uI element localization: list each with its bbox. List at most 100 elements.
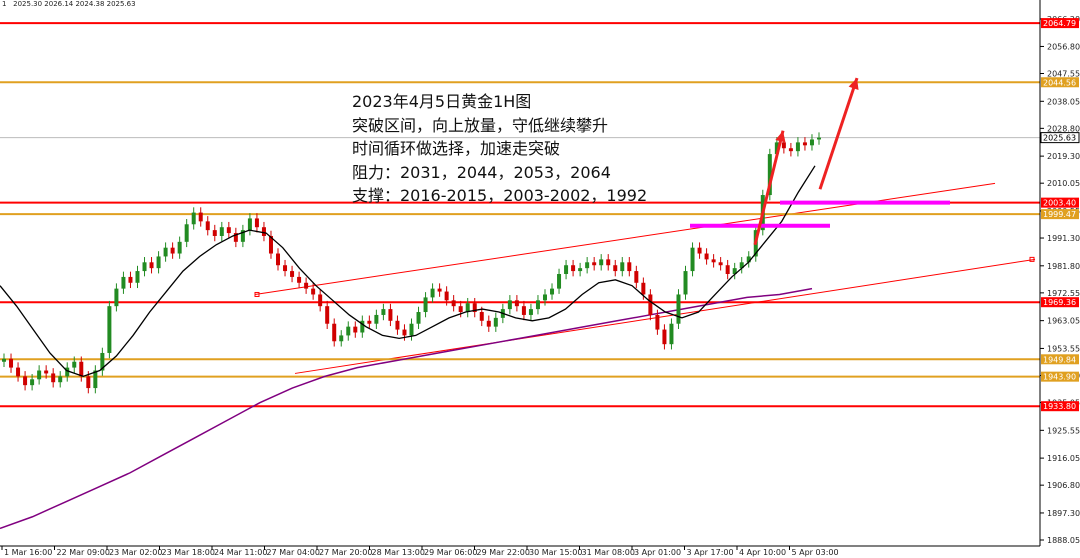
candle-body xyxy=(297,276,302,283)
candle-body xyxy=(107,306,112,353)
annotation-line-support: 支撑：2016-2015，2003-2002，1992 xyxy=(352,186,648,205)
candle-body xyxy=(121,276,126,289)
candle-body xyxy=(233,233,238,242)
level-price-label: 1949.84 xyxy=(1043,355,1076,364)
time-tick-label: 1 Mar 16:00 xyxy=(4,548,52,557)
candle-body xyxy=(37,370,42,380)
candle-body xyxy=(718,262,723,266)
candle-body xyxy=(739,262,744,269)
candle-body xyxy=(662,329,667,345)
level-price-tag xyxy=(1041,77,1079,88)
price-axis: 2066.202056.802047.552038.052028.802019.… xyxy=(1039,0,1080,546)
candle-body xyxy=(44,370,49,374)
candle-body xyxy=(486,320,491,327)
candle-body xyxy=(676,294,681,324)
candle-body xyxy=(472,303,477,313)
candle-body xyxy=(557,274,562,289)
candle-body xyxy=(697,247,702,254)
candle-body xyxy=(30,379,35,386)
candle-body xyxy=(247,218,252,231)
price-tick-label: 2047.55 xyxy=(1047,70,1080,79)
candle-body xyxy=(571,265,576,272)
candle-body xyxy=(79,361,84,377)
candle-body xyxy=(535,300,540,310)
candle-body xyxy=(767,154,772,196)
time-tick-label: 3 Apr 01:00 xyxy=(634,548,681,557)
time-tick-label: 29 Mar 22:00 xyxy=(477,548,530,557)
candle-body xyxy=(65,367,70,377)
candle-body xyxy=(725,265,730,274)
level-price-tag xyxy=(1041,18,1079,29)
time-tick-label: 3 Apr 17:00 xyxy=(687,548,734,557)
candle-body xyxy=(641,282,646,295)
candle-body xyxy=(704,253,709,260)
candle-body xyxy=(149,262,154,269)
candle-body xyxy=(795,142,800,152)
level-price-tag xyxy=(1041,401,1079,412)
candle-body xyxy=(332,323,337,342)
candle-body xyxy=(51,373,56,383)
candle-body xyxy=(205,221,210,231)
price-tick-label: 1925.55 xyxy=(1047,426,1080,435)
time-tick-label: 4 Apr 10:00 xyxy=(739,548,786,557)
channel-anchor-marker xyxy=(254,291,260,297)
time-tick-label: 22 Mar 09:00 xyxy=(57,548,110,557)
candle-body xyxy=(683,271,688,295)
candle-body xyxy=(395,320,400,330)
price-tick-label: 1991.30 xyxy=(1047,234,1080,243)
candle-body xyxy=(402,329,407,336)
level-price-tag xyxy=(1041,354,1079,365)
time-tick-label: 29 Mar 06:00 xyxy=(424,548,477,557)
candle-body xyxy=(374,314,379,324)
candle-body xyxy=(100,352,105,371)
candle-body xyxy=(627,262,632,272)
candle-body xyxy=(283,265,288,272)
candle-body xyxy=(493,317,498,327)
candle-body xyxy=(648,294,653,315)
candle-body xyxy=(620,262,625,272)
candle-body xyxy=(163,247,168,257)
candle-body xyxy=(711,259,716,263)
candle-body xyxy=(381,309,386,315)
candle-body xyxy=(613,265,618,272)
plot-area xyxy=(0,22,1040,530)
candle-body xyxy=(346,326,351,336)
candle-body xyxy=(290,271,295,277)
candle-body xyxy=(746,256,751,263)
candle-body xyxy=(86,376,91,389)
candle-body xyxy=(135,271,140,283)
candle-body xyxy=(198,212,203,222)
price-tick-label: 1963.05 xyxy=(1047,317,1080,326)
candle-body xyxy=(177,241,182,254)
candle-body xyxy=(423,297,428,313)
price-tick-label: 1953.55 xyxy=(1047,344,1080,353)
candle-body xyxy=(817,137,821,140)
candle-body xyxy=(802,142,807,146)
candle-body xyxy=(261,227,266,236)
candle-body xyxy=(9,358,14,368)
time-axis: 1 Mar 16:00 22 Mar 09:00 23 Mar 02:00 23 Ma… xyxy=(0,545,1040,557)
candle-body xyxy=(191,212,196,225)
candle-body xyxy=(353,326,358,333)
candle-body xyxy=(318,294,323,307)
candle-body xyxy=(809,139,814,146)
candle-body xyxy=(788,148,793,152)
candle-body xyxy=(507,300,512,310)
channel-anchor-marker xyxy=(1029,256,1035,262)
candle-body xyxy=(311,288,316,295)
candle-body xyxy=(655,314,660,330)
candle-body xyxy=(142,262,147,272)
level-price-tag xyxy=(1041,209,1079,220)
annotation-line-resistance: 阻力：2031，2044，2053，2064 xyxy=(352,162,611,182)
analysis-annotation: 2023年4月5日黄金1H图 突破区间，向上放量，守低继续攀升 时间循环做选择，… xyxy=(352,90,647,208)
price-tick-label: 1888.05 xyxy=(1047,536,1080,545)
candle-body xyxy=(268,235,273,254)
last-price-label: 2025.63 xyxy=(1043,134,1076,143)
candle-body xyxy=(458,306,463,313)
candle-body xyxy=(550,288,555,295)
candle-body xyxy=(339,335,344,342)
candle-body xyxy=(416,312,421,324)
price-tick-label: 2019.30 xyxy=(1047,152,1080,161)
candle-body xyxy=(170,247,175,254)
